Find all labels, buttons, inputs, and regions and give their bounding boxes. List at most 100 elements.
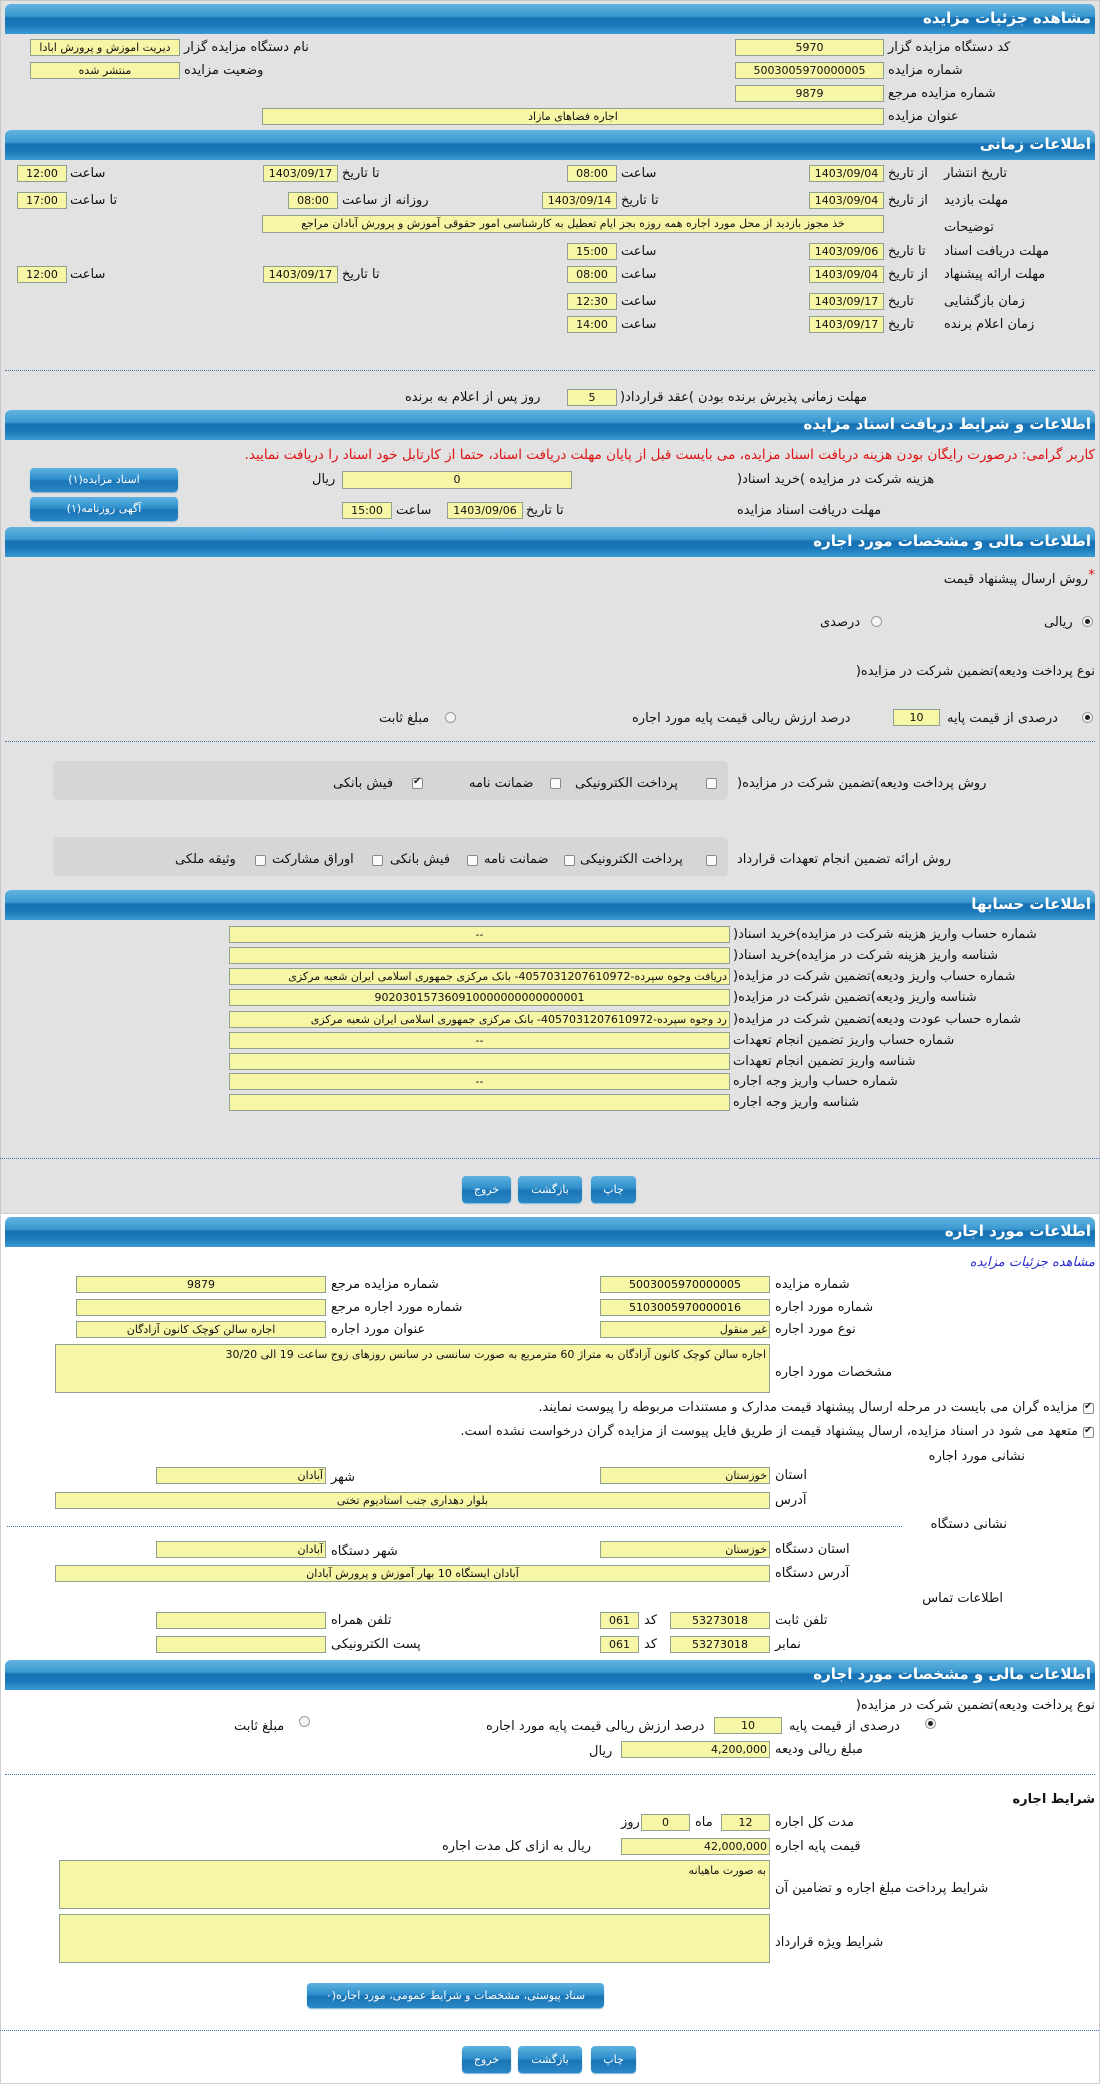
- field-label: مهلت دریافت اسناد: [944, 244, 1050, 259]
- visit-from-time[interactable]: 08:00: [288, 192, 338, 209]
- org-code-field[interactable]: 5970: [735, 39, 884, 56]
- guarantee-method-checkbox[interactable]: [467, 855, 478, 866]
- lease-specs-field[interactable]: اجاره سالن کوچک کانون آزادگان به متراژ 6…: [55, 1344, 770, 1393]
- opening-date[interactable]: 1403/09/17: [809, 293, 884, 310]
- opening-time[interactable]: 12:30: [567, 293, 617, 310]
- lease-type-field[interactable]: غیر منقول: [600, 1321, 770, 1338]
- visit-from-date[interactable]: 1403/09/04: [809, 192, 884, 209]
- lease-percent-radio[interactable]: [925, 1718, 936, 1729]
- deposit-method-checkbox[interactable]: [706, 778, 717, 789]
- lease-fixed-radio[interactable]: [299, 1716, 310, 1727]
- lease-percent-field[interactable]: 10: [714, 1717, 782, 1734]
- province-field[interactable]: خوزستان: [600, 1467, 770, 1484]
- back-button[interactable]: بازگشت: [518, 2046, 582, 2073]
- field-label: ساعت: [621, 317, 657, 332]
- header-lease-item: اطلاعات مورد اجاره: [5, 1217, 1095, 1247]
- auction-number-field[interactable]: 5003005970000005: [735, 62, 884, 79]
- publish-to-time[interactable]: 12:00: [17, 165, 67, 182]
- auction-title-field[interactable]: اجاره فضاهای مازاد: [262, 108, 884, 125]
- deposit-method-checkbox[interactable]: [412, 776, 423, 789]
- print-button[interactable]: چاپ: [591, 2046, 636, 2073]
- publish-from-time[interactable]: 08:00: [567, 165, 617, 182]
- docs-deadline-date[interactable]: 1403/09/06: [447, 502, 523, 519]
- deposit-percent-radio[interactable]: [1082, 712, 1093, 723]
- months-field[interactable]: 12: [721, 1814, 770, 1831]
- special-terms-field[interactable]: [59, 1914, 770, 1963]
- ref-number-field[interactable]: 9879: [735, 85, 884, 102]
- back-button[interactable]: بازگشت: [518, 1176, 582, 1203]
- fax-code-field[interactable]: 061: [600, 1636, 639, 1653]
- fixed-amount-radio[interactable]: [445, 712, 456, 723]
- phone-field[interactable]: 53273018: [670, 1612, 770, 1629]
- account-field[interactable]: --: [229, 926, 730, 943]
- guarantee-method-checkbox[interactable]: [255, 855, 266, 866]
- offer-from-time[interactable]: 08:00: [567, 266, 617, 283]
- account-field[interactable]: [229, 1094, 730, 1111]
- guarantee-method-checkbox[interactable]: [706, 855, 717, 866]
- deposit-method-checkbox[interactable]: [550, 778, 561, 789]
- agreement-checkbox[interactable]: [1083, 1425, 1094, 1438]
- visit-to-time[interactable]: 17:00: [17, 192, 67, 209]
- deposit-percent-field[interactable]: 10: [893, 709, 940, 726]
- account-field[interactable]: --: [229, 1032, 730, 1049]
- field-label: ساعت: [621, 294, 657, 309]
- account-field[interactable]: دریافت وجوه سپرده-4057031207610972- بانک…: [229, 968, 730, 985]
- mobile-field[interactable]: [156, 1612, 326, 1629]
- account-field[interactable]: رد وجوه سپرده-4057031207610972- بانک مرک…: [229, 1011, 730, 1028]
- account-field[interactable]: [229, 947, 730, 964]
- newspaper-ad-button[interactable]: آگهی روزنامه(۱): [30, 497, 178, 521]
- attachments-button[interactable]: سناد پیوستی، مشخصات و شرایط عمومی، مورد …: [307, 1983, 604, 2008]
- account-field[interactable]: [229, 1053, 730, 1070]
- publish-from-date[interactable]: 1403/09/04: [809, 165, 884, 182]
- lease-auction-no-field[interactable]: 5003005970000005: [600, 1276, 770, 1293]
- field-label: شرایط ویژه قرارداد: [775, 1935, 884, 1950]
- lease-item-title-field[interactable]: اجاره سالن کوچک کانون آزادگان: [76, 1321, 326, 1338]
- base-price-field[interactable]: 42,000,000: [621, 1838, 770, 1855]
- lease-ref-item-field[interactable]: [76, 1299, 326, 1316]
- winner-time[interactable]: 14:00: [567, 316, 617, 333]
- offer-to-date[interactable]: 1403/09/17: [263, 266, 338, 283]
- winner-date[interactable]: 1403/09/17: [809, 316, 884, 333]
- guarantee-method-checkbox[interactable]: [564, 855, 575, 866]
- org-name-field[interactable]: دیریت اموزش و پرورش ابادا: [30, 39, 180, 56]
- docs-time[interactable]: 15:00: [567, 243, 617, 260]
- offer-from-date[interactable]: 1403/09/04: [809, 266, 884, 283]
- agreement-checkbox[interactable]: [1083, 1401, 1094, 1414]
- fee-field[interactable]: 0: [342, 471, 572, 489]
- offer-to-time[interactable]: 12:00: [17, 266, 67, 283]
- email-field[interactable]: [156, 1636, 326, 1653]
- rial-radio[interactable]: [1082, 616, 1093, 627]
- field-label: تا تاریخ: [526, 503, 564, 518]
- exit-button[interactable]: خروج: [462, 1176, 511, 1203]
- docs-to-date[interactable]: 1403/09/06: [809, 243, 884, 260]
- notes-field[interactable]: خذ مجوز بازدید از محل مورد اجاره همه روز…: [262, 215, 884, 233]
- lease-ref-auction-field[interactable]: 9879: [76, 1276, 326, 1293]
- address-field[interactable]: بلوار دهداری جنب استادیوم تختی: [55, 1492, 770, 1509]
- field-label: درصدی: [820, 615, 861, 630]
- agreement-text: متعهد می شود در اسناد مزایده، ارسال پیشن…: [460, 1424, 1078, 1439]
- guarantee-method-checkbox[interactable]: [372, 855, 383, 866]
- org-address-field[interactable]: آبادان ایستگاه 10 بهار آموزش و پرورش آبا…: [55, 1565, 770, 1582]
- days-field[interactable]: 0: [641, 1814, 690, 1831]
- status-field[interactable]: منتشر شده: [30, 62, 180, 79]
- payment-terms-field[interactable]: به صورت ماهیانه: [59, 1860, 770, 1909]
- docs-deadline-time[interactable]: 15:00: [342, 502, 392, 519]
- city-field[interactable]: آبادان: [156, 1467, 326, 1484]
- account-field[interactable]: 902030157360910000000000000001: [229, 989, 730, 1006]
- percent-radio[interactable]: [871, 616, 882, 627]
- print-button[interactable]: چاپ: [591, 1176, 636, 1203]
- account-field[interactable]: --: [229, 1073, 730, 1090]
- auction-details-link[interactable]: مشاهده جزئیات مزایده: [969, 1255, 1095, 1270]
- phone-code-field[interactable]: 061: [600, 1612, 639, 1629]
- exit-button[interactable]: خروج: [462, 2046, 511, 2073]
- acceptance-days-field[interactable]: 5: [567, 389, 617, 406]
- lease-item-no-field[interactable]: 5103005970000016: [600, 1299, 770, 1316]
- visit-to-date[interactable]: 1403/09/14: [542, 192, 617, 209]
- org-city-field[interactable]: آبادان: [156, 1541, 326, 1558]
- org-province-field[interactable]: خوزستان: [600, 1541, 770, 1558]
- auction-documents-button[interactable]: اسناد مزایده(۱): [30, 468, 178, 492]
- fax-field[interactable]: 53273018: [670, 1636, 770, 1653]
- field-label: شماره مزایده مرجع: [331, 1277, 439, 1292]
- publish-to-date[interactable]: 1403/09/17: [263, 165, 338, 182]
- deposit-amount-field[interactable]: 4,200,000: [621, 1741, 770, 1758]
